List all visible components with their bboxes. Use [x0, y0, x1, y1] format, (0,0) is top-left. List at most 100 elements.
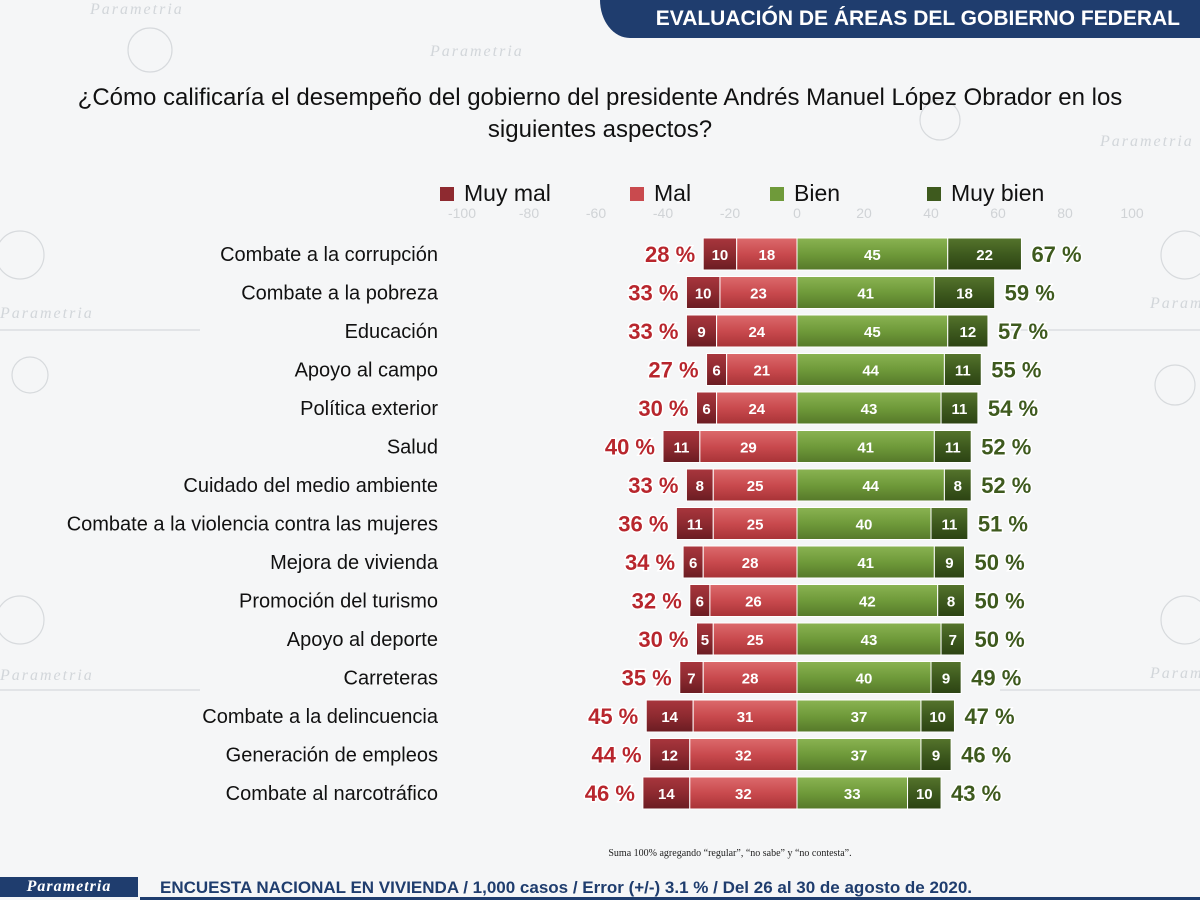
bar-muy-mal-value: 9 — [697, 324, 705, 341]
bar-muy-mal-value: 5 — [701, 632, 709, 649]
negative-total-label: 33 % — [628, 319, 678, 344]
category-label: Combate a la pobreza — [241, 283, 439, 305]
bar-bien — [796, 584, 939, 617]
chart-row: Promoción del turismo 6 26 42 8 32 % 50 % — [239, 584, 1026, 617]
bar-muy-mal-value: 11 — [687, 517, 703, 534]
bar-mal-value: 18 — [759, 247, 776, 264]
bar-mal-value: 24 — [748, 324, 765, 341]
bar-muy-bien — [920, 699, 955, 733]
positive-total-label: 50 % — [975, 627, 1025, 652]
bar-mal-value: 24 — [748, 401, 765, 418]
axis-tick-label: 0 — [793, 205, 801, 221]
bar-muy-bien-value: 10 — [916, 786, 933, 803]
bar-bien-value: 44 — [862, 478, 879, 495]
chart-row: Mejora de vivienda 6 28 41 9 34 % 50 % — [270, 545, 1026, 579]
negative-total-label: 28 % — [645, 242, 695, 267]
bar-muy-mal — [702, 237, 738, 271]
legend-item-bien: Bien — [770, 180, 840, 207]
legend-swatch — [770, 186, 784, 201]
chart-row: Política exterior 6 24 43 11 30 % 54 % — [300, 391, 1040, 425]
watermark-text: Parametria — [1149, 665, 1200, 682]
bar-mal — [712, 507, 798, 540]
negative-total-label: 33 % — [628, 281, 678, 306]
legend-label: Muy bien — [951, 180, 1045, 206]
watermark-text: Parametria — [429, 43, 524, 60]
legend-label: Mal — [654, 180, 692, 206]
bar-muy-bien-value: 9 — [942, 671, 950, 688]
negative-total-label: 33 % — [628, 473, 678, 498]
negative-total-label: 40 % — [605, 435, 655, 460]
watermark-text: Parametria — [0, 305, 94, 322]
chart-row: Combate a la corrupción 10 18 45 22 28 % 67 % — [220, 237, 1083, 271]
footer-text: ENCUESTA NACIONAL EN VIVIENDA / 1,000 ca… — [160, 878, 973, 897]
legend-swatch — [440, 186, 454, 201]
category-label: Combate a la delincuencia — [202, 706, 439, 728]
bar-bien-value: 44 — [862, 363, 879, 380]
category-label: Salud — [387, 437, 438, 459]
bar-bien — [796, 468, 945, 502]
category-label: Educación — [345, 321, 438, 343]
bar-muy-bien-value: 18 — [956, 286, 973, 303]
axis-tick-label: -20 — [720, 205, 740, 221]
category-label: Apoyo al deporte — [287, 629, 438, 651]
bar-bien-value: 40 — [856, 671, 873, 688]
bar-bien-value: 41 — [857, 555, 874, 572]
bar-bien — [796, 430, 935, 463]
bar-mal-value: 23 — [750, 286, 767, 303]
bar-muy-bien-value: 11 — [955, 363, 971, 380]
chart-legend: Muy mal Mal Bien Muy bien — [440, 180, 1080, 212]
negative-total-label: 36 % — [618, 512, 668, 537]
negative-total-label: 30 % — [638, 396, 688, 421]
bar-muy-bien-value: 8 — [947, 594, 955, 611]
positive-total-label: 55 % — [991, 358, 1041, 383]
bar-muy-bien-value: 11 — [952, 401, 968, 418]
bar-muy-bien — [943, 468, 972, 502]
positive-total-label: 54 % — [988, 396, 1038, 421]
legend-item-muy-bien: Muy bien — [927, 180, 1044, 207]
bar-muy-bien-value: 10 — [929, 709, 946, 726]
category-label: Generación de empleos — [226, 745, 438, 767]
bar-muy-mal — [685, 276, 721, 309]
category-label: Combate a la violencia contra las mujere… — [67, 514, 438, 536]
bar-mal-value: 32 — [735, 748, 752, 765]
axis-tick-label: 60 — [990, 205, 1006, 221]
bar-muy-mal-value: 11 — [673, 440, 689, 457]
bar-bien-value: 41 — [857, 440, 874, 457]
bar-bien-value: 43 — [861, 632, 878, 649]
bar-mal — [716, 391, 798, 425]
bar-bien-value: 45 — [864, 324, 881, 341]
category-label: Cuidado del medio ambiente — [183, 475, 438, 497]
bar-mal-value: 25 — [747, 478, 764, 495]
positive-total-label: 47 % — [964, 704, 1014, 729]
chart-row: Salud 11 29 41 11 40 % 52 % — [387, 430, 1033, 463]
bar-muy-mal-value: 6 — [702, 401, 710, 418]
legend-label: Muy mal — [464, 180, 551, 206]
chart-row: Combate a la delincuencia 14 31 37 10 45 % 47 … — [202, 699, 1016, 733]
bar-muy-bien-value: 11 — [941, 517, 957, 534]
legend-swatch — [927, 186, 941, 201]
bar-muy-bien-value: 11 — [945, 440, 961, 457]
bar-mal-value: 31 — [737, 709, 754, 726]
bar-muy-bien-value: 12 — [960, 324, 977, 341]
question-text: ¿Cómo calificaría el desempeño del gobie… — [77, 84, 1123, 143]
bar-muy-bien — [940, 391, 979, 425]
bar-muy-bien — [933, 276, 996, 309]
chart-row: Apoyo al campo 6 21 44 11 27 % 55 % — [295, 353, 1043, 386]
bar-mal — [719, 276, 798, 309]
bar-bien-value: 41 — [857, 286, 874, 303]
bar-mal-value: 25 — [747, 517, 764, 534]
category-label: Combate a la corrupción — [220, 244, 438, 266]
category-label: Apoyo al campo — [295, 360, 438, 382]
legend-swatch — [630, 186, 644, 201]
legend-item-mal: Mal — [630, 180, 691, 207]
axis-tick-label: 80 — [1057, 205, 1073, 221]
positive-total-label: 46 % — [961, 743, 1011, 768]
bar-mal-value: 28 — [742, 555, 759, 572]
negative-total-label: 30 % — [638, 627, 688, 652]
bar-muy-bien — [920, 738, 952, 771]
bar-muy-bien — [937, 584, 966, 617]
chart-row: Apoyo al deporte 5 25 43 7 30 % 50 % — [287, 622, 1026, 656]
bar-muy-bien — [930, 661, 962, 694]
header-title: EVALUACIÓN DE ÁREAS DEL GOBIERNO FEDERAL — [655, 7, 1180, 30]
